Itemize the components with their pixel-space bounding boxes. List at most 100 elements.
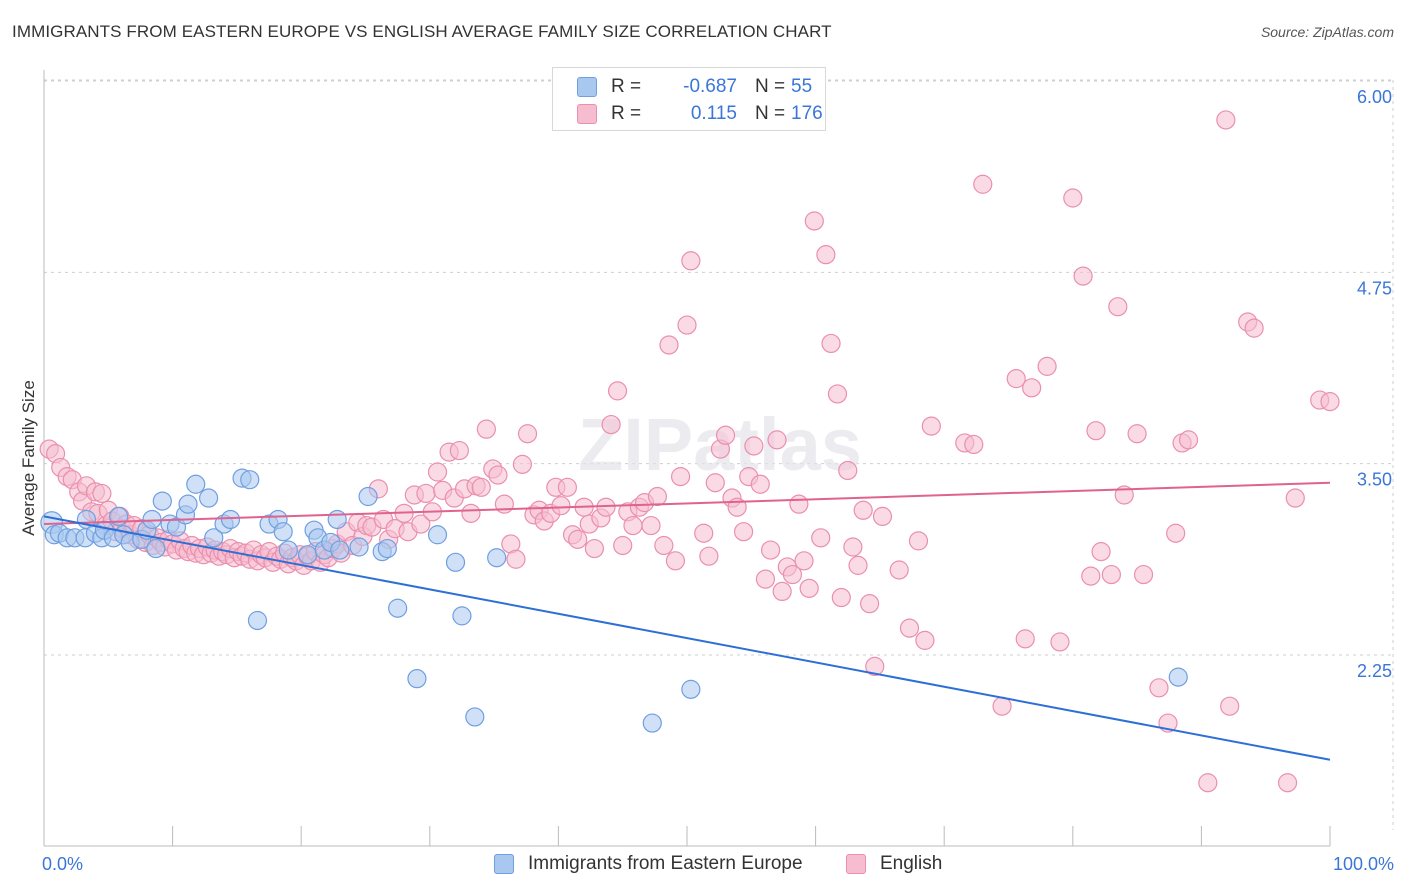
english-point	[974, 175, 992, 193]
english-point	[1051, 633, 1069, 651]
english-point	[648, 488, 666, 506]
eastern-europe-point	[447, 553, 465, 571]
english-point	[839, 461, 857, 479]
english-point	[655, 536, 673, 554]
english-point	[660, 336, 678, 354]
english-point	[614, 536, 632, 554]
english-point	[1087, 422, 1105, 440]
english-point	[706, 474, 724, 492]
english-point	[1321, 393, 1339, 411]
eastern-europe-trend-line	[44, 516, 1330, 759]
english-point	[609, 382, 627, 400]
english-point	[795, 552, 813, 570]
eastern-europe-point	[179, 495, 197, 513]
english-point	[1199, 774, 1217, 792]
english-point	[700, 547, 718, 565]
english-point	[790, 495, 808, 513]
eastern-europe-point	[279, 541, 297, 559]
english-point	[1180, 431, 1198, 449]
english-point	[1023, 379, 1041, 397]
english-point	[489, 466, 507, 484]
english-point	[922, 417, 940, 435]
english-point	[800, 579, 818, 597]
english-point	[417, 484, 435, 502]
english-point	[666, 552, 684, 570]
bottom-legend-label: English	[880, 853, 942, 875]
scatter-chart: ZIPatlas 2.253.504.756.00 Average Family…	[0, 0, 1406, 892]
eastern-europe-point	[328, 510, 346, 528]
english-point	[745, 437, 763, 455]
english-point	[812, 529, 830, 547]
english-point	[462, 504, 480, 522]
english-point	[822, 334, 840, 352]
english-point	[602, 416, 620, 434]
english-point	[900, 619, 918, 637]
eastern-europe-point	[187, 475, 205, 493]
english-point	[768, 431, 786, 449]
english-point	[1038, 357, 1056, 375]
x-tick-label-min: 0.0%	[42, 854, 83, 874]
english-point	[965, 435, 983, 453]
english-point	[805, 212, 823, 230]
english-point	[472, 478, 490, 496]
english-point	[1109, 298, 1127, 316]
english-point	[1286, 489, 1304, 507]
english-point	[569, 530, 587, 548]
legend-box: R = -0.687 N = 55 R = 0.115 N = 176	[552, 67, 826, 131]
bottom-legend-swatch-pink	[846, 854, 866, 874]
english-point	[817, 246, 835, 264]
eastern-europe-point	[147, 540, 165, 558]
english-point	[597, 498, 615, 516]
english-point	[519, 425, 537, 443]
y-axis-label: Average Family Size	[19, 380, 38, 536]
eastern-europe-point	[682, 680, 700, 698]
english-point	[477, 420, 495, 438]
english-point	[450, 442, 468, 460]
english-point	[558, 478, 576, 496]
english-point	[1221, 697, 1239, 715]
english-point	[832, 589, 850, 607]
y-tick-label: 6.00	[1357, 87, 1392, 107]
english-point	[1150, 679, 1168, 697]
y-tick-label: 4.75	[1357, 278, 1392, 298]
y-tick-label: 3.50	[1357, 470, 1392, 490]
english-point	[1092, 543, 1110, 561]
eastern-europe-point	[200, 489, 218, 507]
english-point	[624, 517, 642, 535]
english-point	[672, 468, 690, 486]
english-trend-line	[44, 483, 1330, 524]
english-point	[828, 385, 846, 403]
eastern-europe-point	[389, 599, 407, 617]
english-point	[916, 631, 934, 649]
eastern-europe-point	[331, 541, 349, 559]
english-point	[682, 252, 700, 270]
english-point	[773, 582, 791, 600]
english-point	[1128, 425, 1146, 443]
eastern-europe-point	[221, 510, 239, 528]
legend-n-label: N =	[755, 103, 785, 125]
eastern-europe-point	[248, 611, 266, 629]
eastern-europe-point	[378, 540, 396, 558]
eastern-europe-point	[359, 488, 377, 506]
english-point	[642, 517, 660, 535]
y-tick-label: 2.25	[1357, 661, 1392, 681]
english-point	[751, 475, 769, 493]
english-point	[1102, 566, 1120, 584]
legend-r-value: -0.687	[645, 76, 737, 98]
legend-r-value: 0.115	[645, 103, 737, 125]
eastern-europe-point	[274, 523, 292, 541]
eastern-europe-point	[453, 607, 471, 625]
eastern-europe-point	[408, 670, 426, 688]
english-point	[678, 316, 696, 334]
english-point	[854, 501, 872, 519]
legend-n-label: N =	[755, 76, 785, 98]
english-point	[1245, 319, 1263, 337]
english-point	[429, 463, 447, 481]
english-point	[552, 497, 570, 515]
legend-swatch-pink	[577, 104, 597, 124]
english-point	[1167, 524, 1185, 542]
legend-r-label: R =	[611, 76, 641, 98]
bottom-legend-label: Immigrants from Eastern Europe	[528, 853, 803, 875]
eastern-europe-point	[299, 546, 317, 564]
legend-n-value: 176	[791, 103, 823, 125]
